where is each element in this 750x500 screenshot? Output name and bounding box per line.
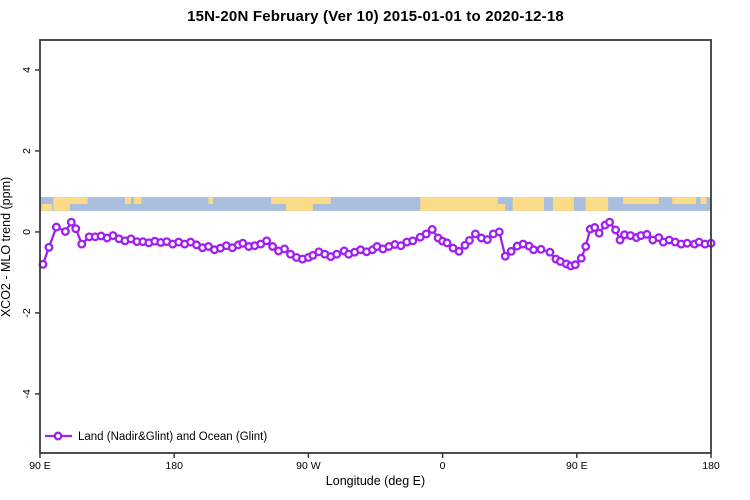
legend-marker-icon: [53, 431, 63, 441]
land-patch: [133, 197, 142, 204]
y-tick-label: 2: [21, 148, 33, 154]
data-point-marker: [494, 227, 504, 237]
land-patch: [312, 197, 331, 204]
x-tick-label: 0: [440, 460, 446, 472]
x-tick-label: 90 W: [296, 460, 321, 472]
data-point-marker: [529, 245, 539, 255]
data-point-marker: [396, 241, 406, 251]
data-point-marker: [570, 260, 580, 270]
land-patch: [585, 197, 609, 211]
data-point-marker: [590, 223, 600, 232]
chart-title: 15N-20N February (Ver 10) 2015-01-01 to …: [187, 8, 564, 25]
x-tick-label: 180: [702, 460, 720, 472]
data-point-marker: [536, 244, 546, 254]
land-patch: [41, 203, 52, 211]
data-point-marker: [262, 236, 272, 246]
data-point-marker: [581, 242, 591, 251]
data-point-marker: [470, 229, 480, 239]
land-patch: [623, 197, 659, 204]
land-patch: [497, 203, 506, 211]
land-patch: [124, 197, 131, 204]
x-tick-label: 90 E: [566, 460, 588, 472]
legend: Land (Nadir&Glint) and Ocean (Glint): [45, 431, 267, 443]
data-point-marker: [268, 242, 278, 251]
land-ocean-band: [40, 197, 711, 211]
y-tick-label: 4: [21, 67, 33, 73]
data-point-marker: [332, 249, 342, 259]
data-point-marker: [500, 251, 510, 261]
land-patch: [271, 197, 287, 204]
data-point-marker: [77, 239, 87, 249]
data-point-marker: [44, 242, 54, 252]
land-patch: [53, 197, 70, 211]
land-patch: [512, 197, 544, 211]
data-point-marker: [408, 236, 418, 246]
data-point-marker: [464, 235, 474, 245]
data-point-marker: [308, 250, 318, 260]
land-patch: [420, 197, 498, 211]
data-series-layer: [38, 217, 716, 271]
land-patch: [552, 197, 574, 211]
data-point-marker: [605, 217, 615, 227]
land-patch: [208, 197, 213, 204]
data-point-marker: [454, 246, 464, 256]
land-patch: [700, 197, 707, 204]
data-point-marker: [66, 217, 76, 227]
data-point-marker: [280, 244, 289, 254]
data-point-marker: [545, 247, 555, 257]
x-tick-label: 180: [165, 460, 183, 472]
data-point-marker: [427, 225, 437, 234]
x-tick-label: 90 E: [29, 460, 51, 472]
data-point-marker: [421, 229, 431, 239]
land-patch: [69, 197, 88, 204]
data-point-marker: [60, 227, 70, 236]
plot-box: [39, 39, 712, 454]
land-patch: [672, 197, 697, 204]
legend-label: Land (Nadir&Glint) and Ocean (Glint): [78, 431, 267, 443]
data-point-marker: [594, 228, 604, 238]
axes-frame: 90 E 180 90 W 0 90 E 180 -4 -2 0 2 4: [21, 39, 720, 472]
data-point-marker: [51, 222, 61, 232]
data-point-marker: [442, 238, 452, 248]
x-axis-label: Longitude (deg E): [325, 474, 426, 488]
y-tick-label: -4: [21, 389, 33, 398]
data-point-marker: [611, 225, 621, 235]
y-tick-label: 0: [21, 229, 33, 235]
data-point-marker: [482, 235, 492, 245]
y-tick-label: -2: [21, 308, 33, 317]
land-patch: [286, 197, 313, 211]
data-point-marker: [642, 229, 652, 239]
data-point-marker: [506, 246, 516, 256]
data-point-marker: [615, 235, 625, 245]
data-point-marker: [682, 238, 692, 248]
data-point-marker: [71, 224, 81, 234]
data-point-marker: [576, 253, 586, 263]
